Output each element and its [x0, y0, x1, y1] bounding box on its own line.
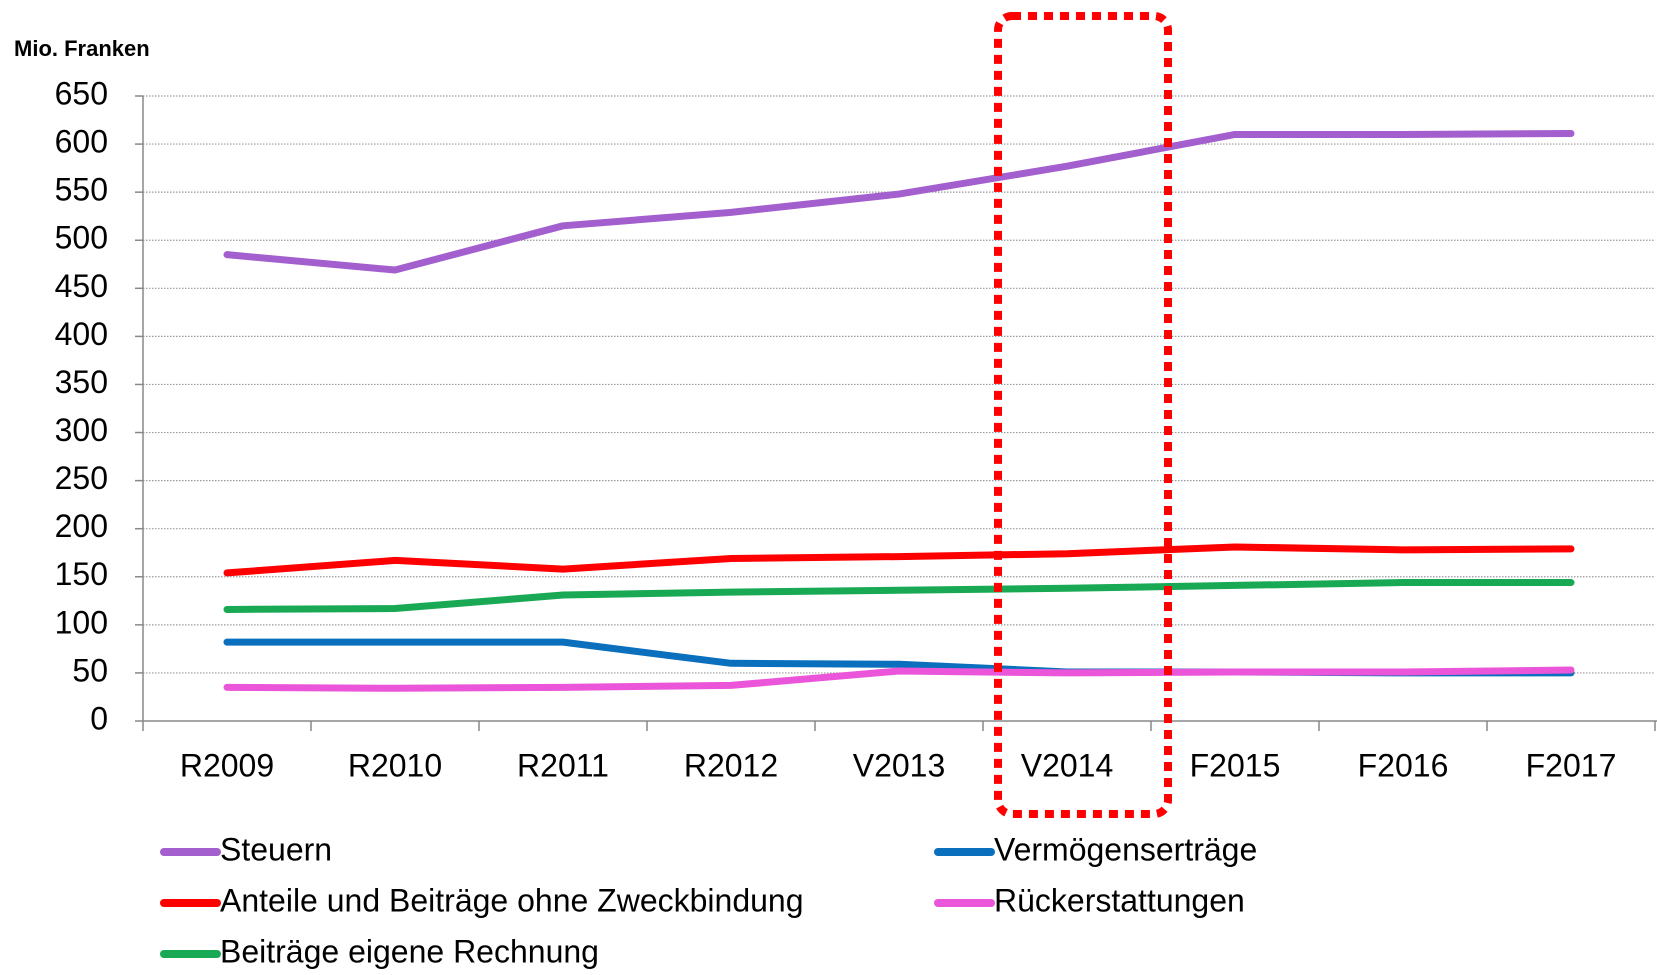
y-tick-label: 250: [55, 460, 108, 496]
x-tick-label: V2014: [1021, 747, 1114, 783]
highlight-box: [994, 12, 1172, 818]
series-line: [223, 666, 1575, 692]
series-line: [223, 543, 1575, 577]
x-tick-label: R2011: [517, 747, 609, 783]
y-tick-label: 0: [90, 700, 108, 736]
y-tick-label: 350: [55, 364, 108, 400]
legend-label: Anteile und Beiträge ohne Zweckbindung: [220, 882, 804, 918]
y-axis-label: Mio. Franken: [14, 36, 150, 61]
y-tick-label: 650: [55, 75, 108, 111]
y-tick-label: 100: [55, 604, 108, 640]
y-tick-label: 50: [72, 652, 108, 688]
y-tick-label: 300: [55, 412, 108, 448]
y-tick-label: 500: [55, 220, 108, 256]
series-line: [223, 130, 1575, 274]
x-tick-label: F2016: [1358, 747, 1449, 783]
x-tick-label: V2013: [853, 747, 946, 783]
legend-label: Vermögenserträge: [994, 831, 1257, 867]
legend-label: Steuern: [220, 831, 332, 867]
x-tick-label: R2010: [348, 747, 442, 783]
y-tick-label: 450: [55, 268, 108, 304]
series-line: [223, 579, 1575, 613]
x-tick-label: F2017: [1526, 747, 1617, 783]
legend-label: Rückerstattungen: [994, 882, 1245, 918]
y-tick-label: 400: [55, 316, 108, 352]
y-tick-label: 200: [55, 508, 108, 544]
x-tick-label: R2012: [684, 747, 778, 783]
y-tick-label: 150: [55, 556, 108, 592]
legend-label: Beiträge eigene Rechnung: [220, 933, 599, 969]
x-tick-label: R2009: [180, 747, 274, 783]
y-tick-label: 600: [55, 124, 108, 160]
x-tick-label: F2015: [1190, 747, 1281, 783]
y-tick-label: 550: [55, 172, 108, 208]
